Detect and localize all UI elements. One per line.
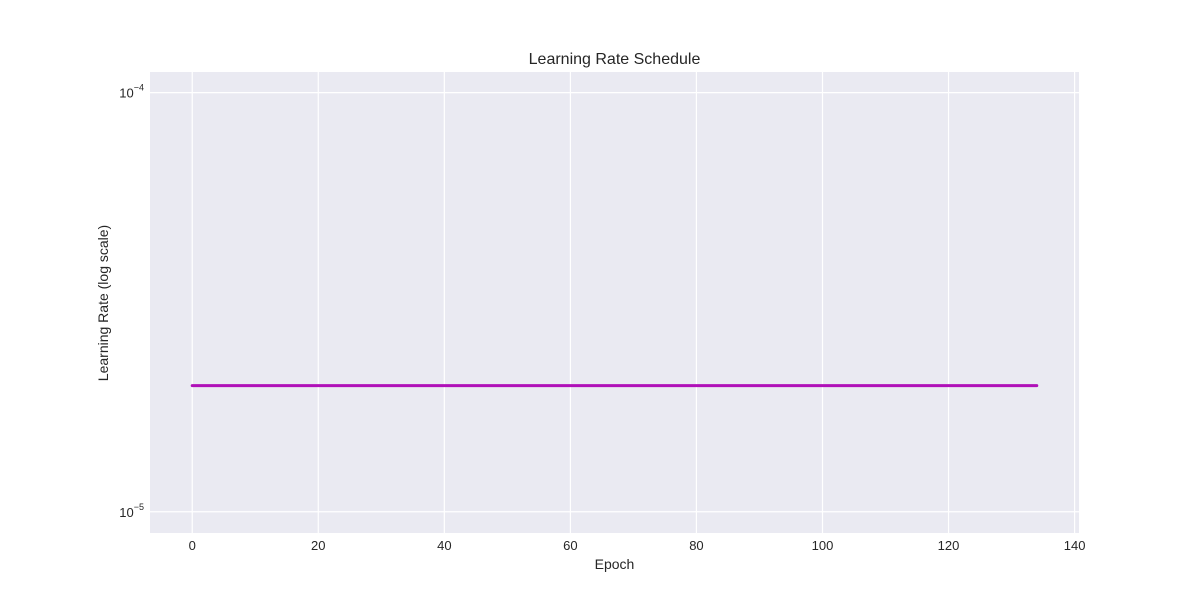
y-axis-ticks: 10−510−4 [119, 83, 144, 520]
y-tick-label: 10−5 [119, 502, 144, 520]
y-tick-base: 10 [119, 505, 133, 520]
x-axis-label: Epoch [595, 556, 635, 572]
x-axis-ticks: 0 20 40 60 80 100 120 140 [189, 538, 1086, 553]
y-tick-exponent: −4 [134, 83, 144, 93]
x-tick-label: 60 [563, 538, 577, 553]
x-tick-label: 80 [689, 538, 703, 553]
y-tick-label: 10−4 [119, 83, 144, 101]
x-tick-label: 40 [437, 538, 451, 553]
x-tick-label: 100 [812, 538, 834, 553]
plot-area [150, 72, 1079, 533]
x-tick-label: 20 [311, 538, 325, 553]
x-tick-label: 0 [189, 538, 196, 553]
x-tick-label: 140 [1064, 538, 1086, 553]
y-axis-label: Learning Rate (log scale) [95, 225, 111, 381]
x-tick-label: 120 [938, 538, 960, 553]
y-tick-base: 10 [119, 86, 133, 101]
y-tick-exponent: −5 [134, 502, 144, 512]
chart-title: Learning Rate Schedule [529, 51, 701, 68]
grid [150, 72, 1079, 533]
